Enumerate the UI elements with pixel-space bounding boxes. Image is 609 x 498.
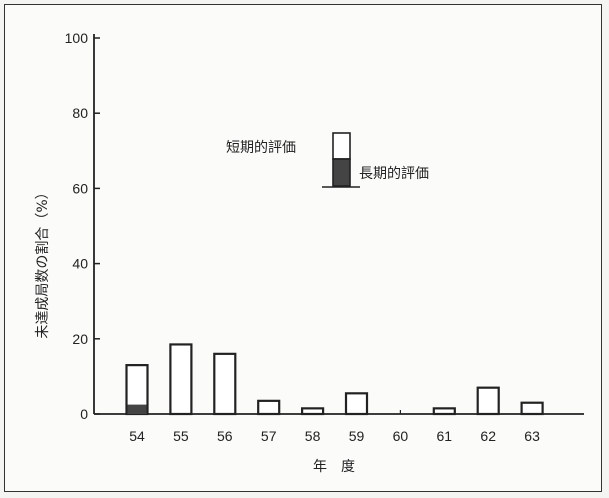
legend-label-long-term: 長期的評価 [359,166,429,182]
bar-short-term-59 [344,392,369,416]
bar-short-term-56 [213,352,237,416]
legend: 短期的評価 長期的評価 [226,132,429,188]
bar-short-term-63 [520,401,544,416]
y-tick-label-60: 60 [72,180,88,196]
bar-short-term-58 [301,407,325,416]
x-tick-label-58: 58 [305,428,321,444]
x-tick-label-56: 56 [217,428,233,444]
legend-label-short-term: 短期的評価 [226,140,296,156]
x-axis-title: 年 度 [313,459,355,475]
legend-swatch-long-term [332,158,351,187]
x-tick-label-60: 60 [393,428,409,444]
bar-short-term-62 [476,386,500,416]
bar-short-term-61 [432,407,456,416]
x-tick-label-61: 61 [437,428,453,444]
bar-short-term-57 [257,399,281,416]
y-tick-label-100: 100 [65,30,89,46]
plot-area: 0 20 40 60 80 100 54 55 56 57 58 59 60 61 62 63 [65,30,584,444]
y-axis-title: 未達成局数の割合（%） [34,185,51,338]
x-tick-label-57: 57 [261,428,277,444]
x-tick-label-54: 54 [129,428,145,444]
y-tick-label-40: 40 [72,256,88,272]
bar-short-term-55 [169,343,193,416]
x-tick-label-62: 62 [480,428,496,444]
x-tick-label-63: 63 [524,428,540,444]
y-tick-label-0: 0 [80,406,88,422]
x-tick-label-59: 59 [349,428,365,444]
x-tick-label-55: 55 [173,428,189,444]
y-tick-label-80: 80 [72,105,88,121]
y-tick-label-20: 20 [72,331,88,347]
bar-long-term-54 [127,404,147,414]
legend-swatch-short-term [332,132,351,160]
